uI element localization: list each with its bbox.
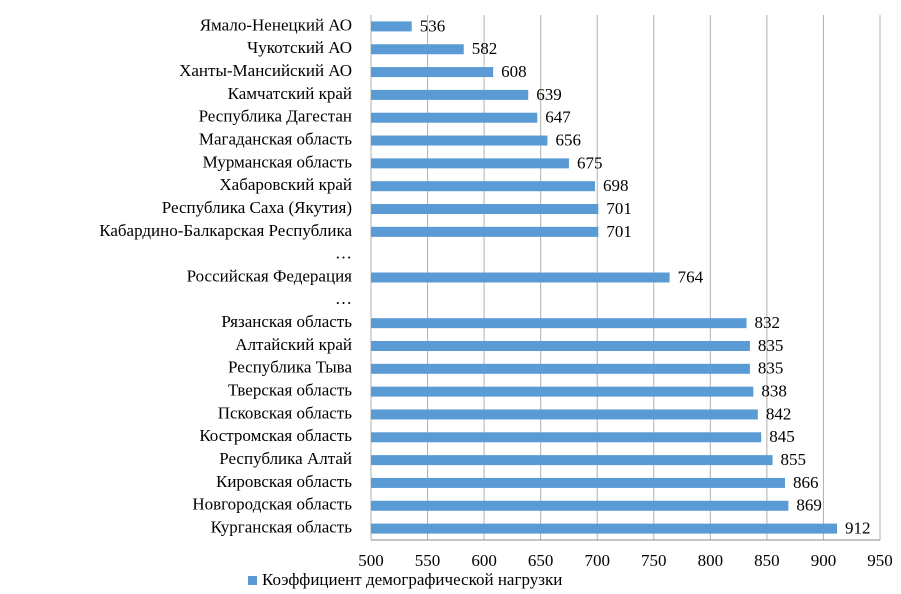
data-label: 656 — [555, 130, 581, 149]
bar — [371, 204, 599, 215]
bar — [371, 523, 838, 534]
y-tick-label: Российская Федерация — [187, 266, 353, 285]
y-tick-label: Рязанская область — [221, 312, 352, 331]
x-tick-label: 650 — [528, 551, 554, 570]
bar — [371, 112, 538, 123]
bar — [371, 340, 750, 351]
data-label: 608 — [501, 62, 527, 81]
bar — [371, 272, 670, 283]
y-tick-label: Республика Алтай — [219, 449, 352, 468]
data-label: 701 — [606, 199, 632, 218]
data-label: 582 — [472, 39, 498, 58]
x-tick-label: 750 — [641, 551, 667, 570]
x-tick-label: 550 — [415, 551, 441, 570]
y-tick-label: Республика Тыва — [228, 358, 352, 377]
y-tick-label: Ханты-Мансийский АО — [179, 61, 352, 80]
data-label: 869 — [796, 496, 822, 515]
x-tick-label: 850 — [754, 551, 780, 570]
legend-label: Коэффициент демографической нагрузки — [262, 570, 562, 589]
data-label: 855 — [781, 450, 807, 469]
y-tick-label: Костромская область — [199, 426, 352, 445]
legend-swatch — [248, 576, 257, 585]
bar — [371, 455, 773, 466]
bar — [371, 500, 789, 511]
y-tick-label: Хабаровский край — [219, 175, 352, 194]
data-label: 866 — [793, 473, 819, 492]
bar — [371, 477, 785, 488]
y-tick-label: Камчатский край — [228, 84, 352, 103]
y-tick-label: Мурманская область — [203, 152, 353, 171]
data-label: 536 — [420, 16, 446, 35]
y-tick-label: … — [335, 289, 352, 308]
data-label: 838 — [761, 382, 787, 401]
y-tick-label: Чукотский АО — [247, 38, 352, 57]
bar — [371, 44, 464, 55]
bar — [371, 181, 595, 192]
data-label: 675 — [577, 153, 603, 172]
data-label: 764 — [678, 267, 704, 286]
x-tick-label: 600 — [471, 551, 497, 570]
x-tick-label: 950 — [867, 551, 893, 570]
y-tick-label: Магаданская область — [199, 129, 352, 148]
data-label: 647 — [545, 108, 571, 127]
data-label: 835 — [758, 336, 784, 355]
data-label: 832 — [755, 313, 781, 332]
bar — [371, 89, 529, 100]
data-label: 835 — [758, 359, 784, 378]
x-tick-label: 800 — [698, 551, 724, 570]
data-label: 845 — [769, 427, 795, 446]
bar — [371, 363, 750, 374]
bar — [371, 21, 412, 32]
x-tick-label: 900 — [811, 551, 837, 570]
data-label: 698 — [603, 176, 629, 195]
y-tick-label: Тверская область — [228, 381, 352, 400]
bar — [371, 226, 599, 237]
y-tick-label: … — [335, 244, 352, 263]
bar — [371, 318, 747, 329]
data-label: 639 — [536, 85, 562, 104]
bar — [371, 432, 762, 443]
x-tick-label: 500 — [358, 551, 384, 570]
y-tick-label: Курганская область — [211, 517, 353, 536]
data-label: 842 — [766, 404, 792, 423]
bar — [371, 67, 494, 78]
data-label: 912 — [845, 518, 871, 537]
x-tick-label: 700 — [584, 551, 610, 570]
bar — [371, 135, 548, 146]
y-tick-label: Кировская область — [216, 472, 352, 491]
y-tick-label: Кабардино-Балкарская Республика — [99, 221, 352, 240]
y-tick-label: Новгородская область — [192, 495, 352, 514]
data-label: 701 — [606, 222, 632, 241]
y-tick-label: Псковская область — [218, 403, 353, 422]
y-tick-label: Алтайский край — [235, 335, 352, 354]
y-tick-label: Республика Саха (Якутия) — [162, 198, 352, 217]
bar — [371, 409, 758, 420]
y-tick-label: Республика Дагестан — [199, 107, 352, 126]
bar — [371, 158, 569, 169]
bar — [371, 386, 754, 397]
y-tick-label: Ямало-Ненецкий АО — [200, 15, 352, 34]
